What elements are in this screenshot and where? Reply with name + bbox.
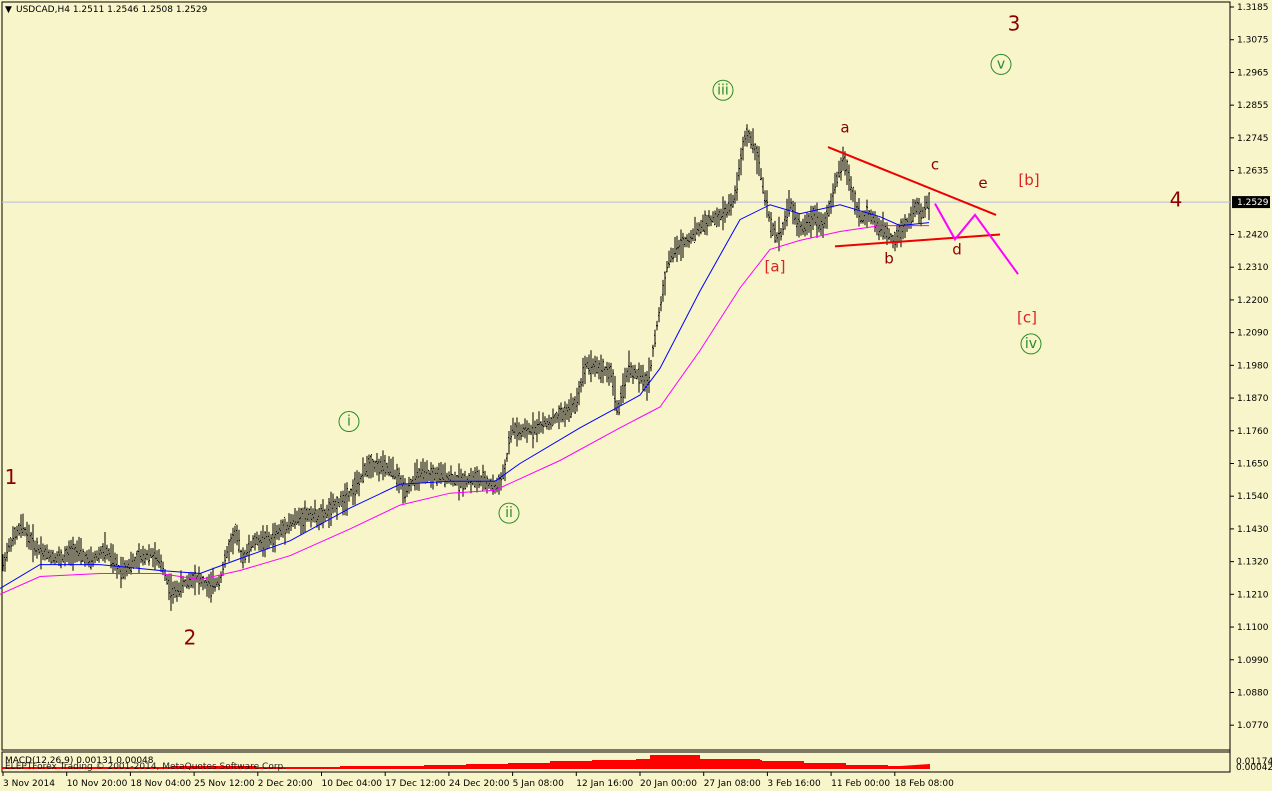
price-badge: 1.2529 (1237, 198, 1269, 208)
wave-label: 2 (184, 625, 197, 649)
time-tick-label: 2 Dec 20:00 (258, 779, 313, 789)
time-tick-label: 25 Nov 12:00 (194, 779, 255, 789)
price-tick-label: 1.1980 (1237, 361, 1269, 371)
wave-label: [b] (1018, 171, 1039, 189)
price-tick-label: 1.1540 (1237, 492, 1269, 502)
price-tick-label: 1.0880 (1237, 688, 1269, 698)
price-tick-label: 1.2635 (1237, 167, 1269, 177)
price-tick-label: 1.3075 (1237, 36, 1269, 46)
price-tick-label: 1.2745 (1237, 134, 1269, 144)
wave-label: 3 (1008, 11, 1021, 35)
price-tick-label: 1.1870 (1237, 394, 1269, 404)
time-tick-label: 10 Nov 20:00 (67, 779, 128, 789)
price-tick-label: 1.1760 (1237, 427, 1269, 437)
time-tick-label: 24 Dec 20:00 (449, 779, 510, 789)
price-tick-label: 1.1100 (1237, 623, 1269, 633)
wave-label: 1 (5, 465, 18, 489)
price-tick-label: 1.3185 (1237, 3, 1269, 13)
triangle-upper-trendline (827, 146, 997, 216)
price-tick-label: 1.0770 (1237, 721, 1269, 731)
slow-moving-average (0, 225, 929, 595)
wave-label: e (978, 174, 987, 192)
ohlc-bars (2, 124, 930, 611)
price-tick-label: 1.2965 (1237, 68, 1269, 78)
chart-header: USDCAD,H4 1.2511 1.2546 1.2508 1.2529 (16, 5, 208, 15)
price-tick-label: 1.2090 (1237, 329, 1269, 339)
time-tick-label: 20 Jan 00:00 (640, 779, 697, 789)
price-tick-label: 1.0990 (1237, 656, 1269, 666)
wave-label: [a] (765, 258, 786, 276)
wave-label-circle (338, 411, 360, 433)
price-tick-label: 1.1650 (1237, 459, 1269, 469)
wave-label: a (840, 119, 849, 137)
time-tick-label: 10 Dec 04:00 (322, 779, 383, 789)
time-tick-label: 18 Feb 08:00 (895, 779, 954, 789)
time-tick-label: 3 Feb 16:00 (767, 779, 821, 789)
wave-projection-path (934, 203, 1019, 275)
triangle-lower-trendline (834, 233, 1001, 248)
time-tick-label: 17 Dec 12:00 (385, 779, 446, 789)
price-tick-label: 1.2200 (1237, 296, 1269, 306)
time-tick-label: 12 Jan 16:00 (576, 779, 633, 789)
wave-label: iv (1025, 336, 1037, 352)
macd-axis-upper: 0.01174 (1236, 757, 1272, 767)
wave-label: iii (717, 82, 729, 98)
price-badge-bg (1232, 196, 1270, 209)
copyright-text: ELEPTForex Trading © 2001-2014, MetaQuot… (5, 762, 286, 772)
time-tick-label: 5 Jan 08:00 (513, 779, 565, 789)
wave-label: d (952, 240, 962, 258)
price-axis: 1.3185 1.3075 1.2965 1.2855 1.2745 1.2635 1.24… (1230, 3, 1269, 731)
time-tick-label: 18 Nov 04:00 (130, 779, 191, 789)
price-tick-label: 1.1320 (1237, 558, 1269, 568)
price-tick-label: 1.1430 (1237, 525, 1269, 535)
price-tick-label: 1.1210 (1237, 590, 1269, 600)
wave-label: 4 (1170, 188, 1183, 212)
moving-averages (0, 204, 930, 595)
price-tick-label: 1.2855 (1237, 101, 1269, 111)
price-tick-label: 1.2310 (1237, 263, 1269, 273)
collapse-arrow-icon[interactable]: ▼ (5, 5, 12, 15)
wave-label: b (884, 250, 894, 268)
macd-axis-lower: 0.00042 (1236, 763, 1272, 773)
price-tick-label: 1.2420 (1237, 230, 1269, 240)
wave-label: v (997, 56, 1005, 72)
wave-label-circle (1020, 333, 1042, 355)
time-tick-label: 27 Jan 08:00 (704, 779, 761, 789)
wave-label-circle (498, 502, 520, 524)
wave-label: i (347, 414, 351, 430)
time-tick-label: 11 Feb 00:00 (831, 779, 890, 789)
wave-label-circle (712, 79, 734, 101)
wave-label: [c] (1017, 308, 1037, 326)
time-axis: 3 Nov 2014 10 Nov 20:00 18 Nov 04:00 25 Nov… (2, 772, 954, 789)
macd-label: MACD(12,26,9) 0.00131 0.00048 (5, 756, 154, 766)
macd-histogram (2, 755, 930, 769)
fast-moving-average (0, 204, 930, 589)
wave-label: c (931, 156, 939, 174)
time-tick-label: 3 Nov 2014 (3, 779, 55, 789)
wave-label: ii (505, 505, 513, 521)
wave-trendlines (827, 146, 1019, 275)
wave-label-circle (990, 53, 1012, 75)
